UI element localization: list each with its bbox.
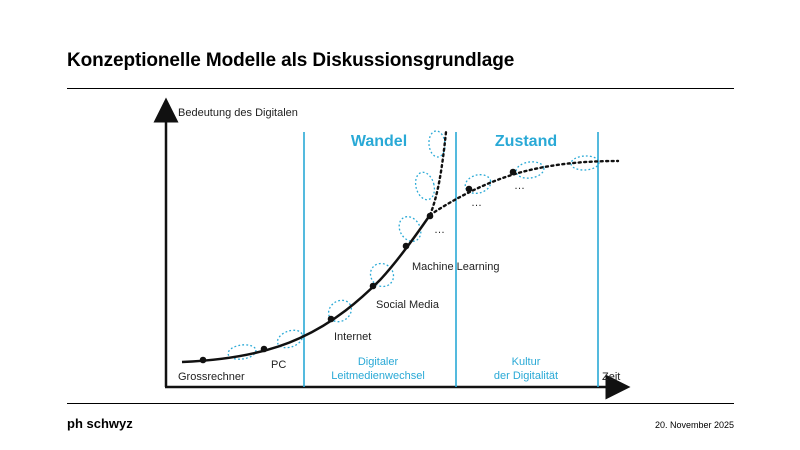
- heading-zustand: Zustand: [495, 133, 557, 150]
- y-axis-label: Bedeutung des Digitalen: [178, 107, 298, 119]
- dotted-branch-up: [428, 130, 448, 217]
- phase-2-label-line-1: Kultur: [512, 356, 541, 368]
- phase-2-label-line-2: der Digitalität: [494, 370, 558, 382]
- milestone-dot: [199, 356, 207, 364]
- milestone-label-internet: Internet: [334, 331, 371, 343]
- milestone-dot: [260, 345, 268, 353]
- milestone-dot: [465, 185, 473, 193]
- logo: ph schwyz: [67, 416, 133, 431]
- milestone-dot: [402, 242, 410, 250]
- milestone-label-social-media: Social Media: [376, 299, 440, 311]
- milestone-dot: [509, 168, 517, 176]
- milestone-dot: [426, 212, 434, 220]
- milestone-dot: [369, 282, 377, 290]
- milestone-label-ellipsis-1: …: [434, 224, 445, 236]
- milestone-dot: [327, 315, 335, 323]
- phase-1-label-line-2: Leitmedienwechsel: [331, 370, 425, 382]
- milestone-label-ellipsis-2: …: [471, 197, 482, 209]
- footer-date: 20. November 2025: [654, 420, 734, 430]
- phase-1-label-line-1: Digitaler: [358, 356, 399, 368]
- footer-divider: [67, 403, 734, 404]
- milestone-label-ellipsis-3: …: [514, 180, 525, 192]
- milestone-label-machine-learning: Machine Learning: [412, 261, 499, 273]
- milestone-dots: [199, 168, 517, 364]
- spiral-loops: [227, 130, 600, 360]
- milestone-label-grossrechner: Grossrechner: [178, 371, 245, 383]
- milestone-label-pc: PC: [271, 359, 286, 371]
- dotted-branch-flat: [428, 159, 620, 217]
- slide-title: Konzeptionelle Modelle als Diskussionsgr…: [67, 50, 515, 71]
- x-axis-label: Zeit: [602, 371, 620, 383]
- heading-wandel: Wandel: [351, 133, 407, 150]
- header-divider: [67, 88, 734, 89]
- main-curve: [181, 214, 432, 364]
